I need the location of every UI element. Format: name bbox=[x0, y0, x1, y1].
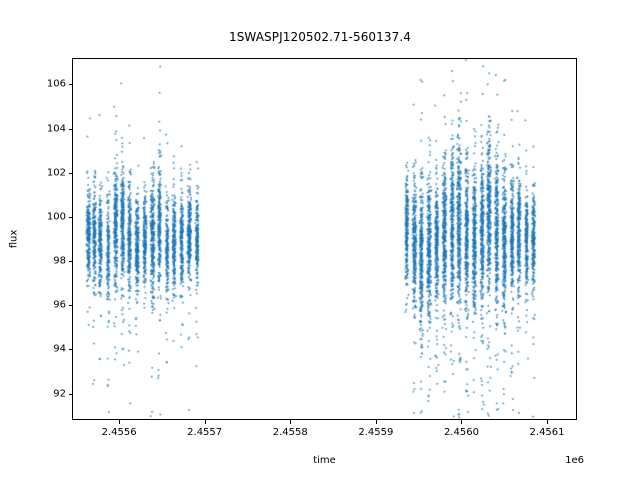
x-axis-tick-mark bbox=[375, 420, 377, 424]
x-axis-offset-label: 1e6 bbox=[565, 455, 584, 466]
y-axis-tick-mark bbox=[68, 393, 72, 395]
y-axis-tick-label: 102 bbox=[46, 167, 66, 179]
x-axis-tick-mark bbox=[461, 420, 463, 424]
x-axis-tick-mark bbox=[204, 420, 206, 424]
y-axis-tick-mark bbox=[68, 305, 72, 307]
y-axis-label: flux bbox=[8, 229, 20, 249]
x-axis-tick-label: 2.4557 bbox=[187, 427, 223, 438]
y-axis-tick-label: 96 bbox=[53, 299, 66, 311]
y-axis-tick-mark bbox=[68, 84, 72, 86]
page-title: 1SWASPJ120502.71-560137.4 bbox=[228, 30, 412, 44]
x-axis-tick-mark bbox=[119, 420, 121, 424]
y-axis-tick-label: 92 bbox=[53, 388, 66, 399]
y-axis-tick-label: 94 bbox=[53, 343, 66, 355]
y-axis-tick-mark bbox=[68, 349, 72, 351]
y-axis-tick-label: 98 bbox=[53, 255, 66, 267]
x-axis-tick-label: 2.4558 bbox=[272, 427, 308, 438]
y-axis-tick-mark bbox=[68, 261, 72, 263]
y-axis-tick-mark bbox=[68, 216, 72, 218]
y-axis-tick-label: 104 bbox=[46, 123, 66, 135]
x-axis-tick-mark bbox=[547, 420, 549, 424]
y-axis-tick-label: 106 bbox=[46, 78, 66, 90]
y-axis-tick-mark bbox=[68, 172, 72, 174]
plot-axes-area bbox=[72, 58, 577, 420]
x-axis-tick-label: 2.4561 bbox=[529, 427, 565, 438]
scatter-plot-canvas bbox=[73, 59, 576, 419]
x-axis-label: time bbox=[313, 455, 336, 466]
y-axis-tick-label: 100 bbox=[46, 211, 66, 223]
x-axis-tick-label: 2.4559 bbox=[358, 427, 394, 438]
x-axis-tick-label: 2.4560 bbox=[443, 427, 479, 438]
x-axis-tick-label: 2.4556 bbox=[101, 427, 137, 438]
x-axis-tick-mark bbox=[290, 420, 292, 424]
y-axis-tick-mark bbox=[68, 128, 72, 130]
